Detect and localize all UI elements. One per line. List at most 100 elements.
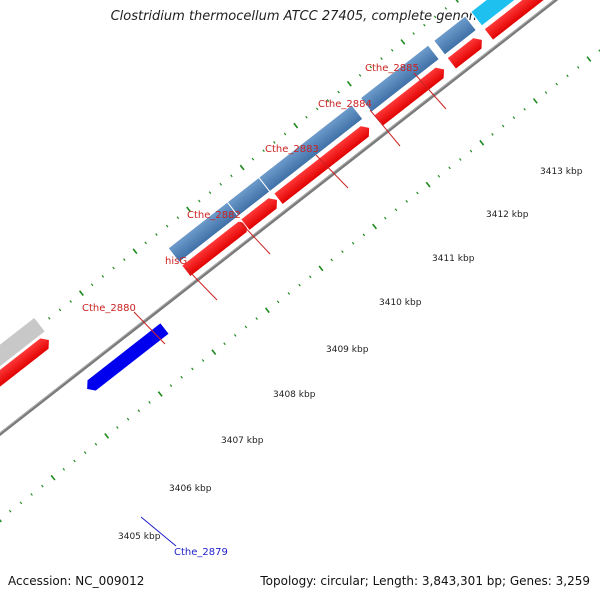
kbp-label: 3413 kbp [540, 167, 583, 177]
minor-tick [41, 484, 44, 488]
minor-tick [337, 90, 340, 94]
label-leader-lines [133, 72, 447, 547]
minor-tick [148, 400, 151, 404]
gene-label-cthe-2885[interactable]: Cthe_2885 [365, 63, 419, 74]
minor-tick [444, 7, 448, 10]
kbp-label: 3408 kbp [273, 390, 316, 400]
major-tick [132, 248, 138, 255]
minor-tick [244, 325, 248, 329]
minor-tick [219, 182, 222, 186]
minor-tick [8, 509, 12, 513]
major-tick [50, 474, 56, 481]
minor-tick [48, 316, 51, 320]
minor-tick [234, 334, 237, 337]
minor-tick [566, 74, 569, 78]
minor-tick [230, 174, 233, 178]
gene-label-hisg[interactable]: hisG [165, 256, 187, 267]
minor-tick [276, 300, 280, 304]
major-tick [454, 0, 459, 3]
major-tick [264, 307, 270, 314]
gene-arrow[interactable] [0, 334, 54, 397]
minor-tick [176, 216, 180, 220]
minor-tick [330, 258, 333, 262]
upper-feature-track [0, 0, 537, 376]
leader-line [369, 109, 401, 147]
minor-tick [94, 442, 98, 446]
gene-label-cthe-2883[interactable]: Cthe_2883 [265, 144, 319, 155]
minor-tick [255, 317, 258, 320]
kbp-label: 3410 kbp [379, 298, 422, 308]
minor-tick [165, 224, 169, 228]
minor-tick [298, 283, 301, 287]
minor-tick [416, 191, 419, 195]
leader-line [239, 221, 271, 255]
minor-tick [180, 375, 183, 379]
major-tick [78, 290, 84, 296]
minor-tick [309, 275, 312, 279]
map-title: Clostridium thermocellum ATCC 27405, com… [110, 9, 490, 24]
minor-tick [126, 417, 130, 421]
gene-label-cthe-2879[interactable]: Cthe_2879 [174, 547, 228, 558]
gene-label-group: Cthe_2879 Cthe_2880 hisG Cthe_2882 Cthe_… [82, 63, 419, 558]
minor-tick [169, 384, 173, 387]
major-tick [211, 349, 217, 355]
gene-arrow[interactable] [446, 34, 486, 70]
major-tick [318, 265, 324, 272]
cds-segment[interactable] [0, 316, 47, 376]
minor-tick [380, 57, 383, 61]
minor-tick [433, 15, 437, 19]
kbp-label: 3406 kbp [169, 484, 212, 494]
major-tick [104, 432, 110, 439]
kbp-label: 3411 kbp [432, 254, 475, 264]
minor-tick [501, 124, 505, 128]
cds-segment[interactable] [359, 44, 440, 113]
gene-arrow[interactable] [483, 0, 570, 41]
minor-tick [437, 174, 441, 178]
minor-tick [362, 233, 366, 237]
gene-arrow-track [0, 0, 570, 397]
minor-tick [19, 501, 23, 505]
gene-arrow[interactable] [373, 64, 449, 127]
minor-tick [83, 451, 87, 454]
gene-label-cthe-2884[interactable]: Cthe_2884 [318, 99, 372, 110]
cds-segment-highlighted[interactable] [470, 0, 537, 27]
cds-segment[interactable] [433, 15, 478, 56]
minor-tick [62, 467, 66, 471]
minor-tick [90, 283, 94, 287]
minor-tick [58, 308, 62, 312]
minor-tick [101, 275, 105, 278]
minor-tick [358, 74, 362, 77]
gene-label-cthe-2882[interactable]: Cthe_2882 [187, 210, 241, 221]
gene-arrow[interactable] [273, 122, 374, 206]
accession-text: Accession: NC_009012 [8, 574, 145, 588]
leader-line [185, 267, 218, 301]
major-tick [532, 98, 538, 104]
major-tick [425, 181, 431, 188]
minor-tick [287, 292, 291, 295]
minor-tick [262, 149, 265, 153]
minor-tick [251, 157, 255, 161]
minor-tick [459, 158, 462, 161]
minor-tick [73, 459, 76, 463]
minor-tick [384, 216, 387, 220]
kbp-label: 3412 kbp [486, 210, 529, 220]
major-tick [239, 164, 245, 171]
minor-tick [223, 342, 226, 346]
minor-tick [315, 107, 319, 111]
minor-tick [405, 200, 408, 203]
kbp-label: 3405 kbp [118, 532, 161, 542]
major-tick [400, 39, 406, 45]
kbp-label: 3407 kbp [221, 436, 264, 446]
gene-label-cthe-2880[interactable]: Cthe_2880 [82, 303, 136, 314]
major-tick [157, 391, 163, 397]
minor-tick [555, 82, 558, 86]
kbp-label: 3409 kbp [326, 345, 369, 355]
minor-tick [369, 65, 373, 69]
gene-arrow[interactable] [240, 194, 282, 231]
minor-tick [523, 107, 526, 111]
genome-summary-text: Topology: circular; Length: 3,843,301 bp… [260, 574, 590, 588]
gene-arrow-reverse[interactable] [82, 322, 170, 395]
minor-tick [512, 116, 516, 120]
leader-line [413, 72, 447, 110]
